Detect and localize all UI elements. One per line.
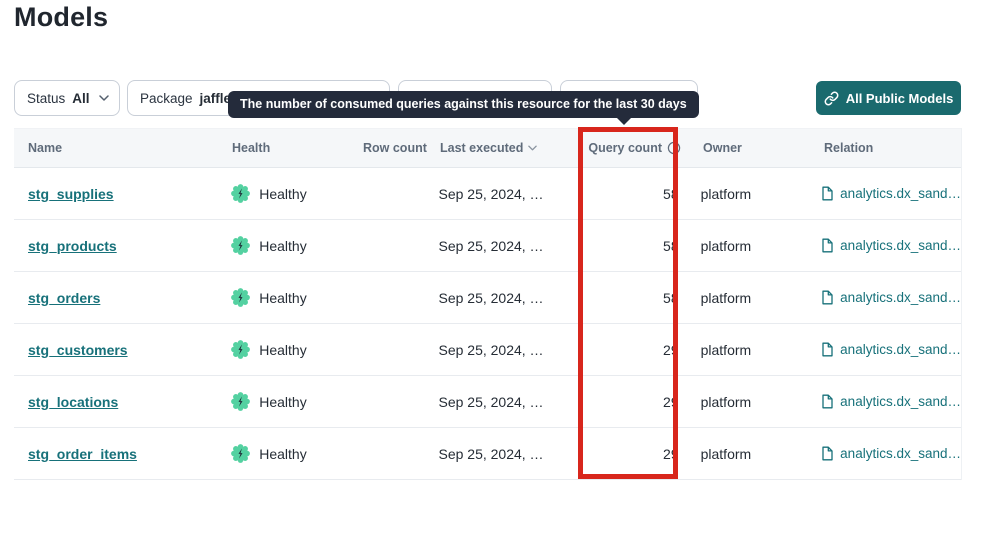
status-filter-label: Status	[27, 90, 66, 106]
relation-text: analytics.dx_sand…	[840, 394, 961, 409]
query-count-value: 58	[663, 185, 679, 202]
last-executed-value: Sep 25, 2024, …	[438, 393, 544, 410]
relation-text: analytics.dx_sand…	[840, 186, 961, 201]
tooltip-text: The number of consumed queries against t…	[240, 97, 687, 111]
last-executed-value: Sep 25, 2024, …	[438, 289, 544, 306]
query-count-value: 58	[663, 237, 679, 254]
relation-link[interactable]: analytics.dx_sand…	[821, 238, 961, 253]
model-link[interactable]: stg_order_items	[28, 445, 137, 462]
query-count-value: 29	[663, 445, 679, 462]
info-icon[interactable]	[667, 141, 681, 155]
relation-link[interactable]: analytics.dx_sand…	[821, 394, 961, 409]
owner-value: platform	[700, 289, 752, 306]
link-icon	[824, 91, 839, 106]
health-badge-icon	[231, 184, 251, 203]
models-table: Name Health Row count Last executed Quer…	[14, 128, 962, 480]
query-count-tooltip: The number of consumed queries against t…	[228, 91, 699, 125]
document-icon	[821, 342, 834, 357]
sort-chevron-down-icon	[528, 145, 538, 151]
document-icon	[821, 446, 834, 461]
model-link[interactable]: stg_orders	[28, 289, 101, 306]
health-badge-icon	[231, 288, 251, 307]
relation-text: analytics.dx_sand…	[840, 290, 961, 305]
table-header-row: Name Health Row count Last executed Quer…	[14, 128, 961, 168]
query-count-value: 29	[663, 341, 679, 358]
query-count-label: Query count	[588, 141, 662, 155]
document-icon	[821, 238, 834, 253]
document-icon	[821, 394, 834, 409]
last-executed-value: Sep 25, 2024, …	[438, 341, 544, 358]
last-executed-value: Sep 25, 2024, …	[438, 185, 544, 202]
owner-value: platform	[700, 237, 752, 254]
document-icon	[821, 290, 834, 305]
table-row: stg_order_items Healthy Sep 25, 2024, … …	[14, 428, 961, 480]
health-status: Healthy	[259, 237, 307, 254]
column-header-relation: Relation	[824, 141, 874, 155]
relation-text: analytics.dx_sand…	[840, 342, 961, 357]
relation-link[interactable]: analytics.dx_sand…	[821, 186, 961, 201]
health-status: Healthy	[259, 445, 307, 462]
health-status: Healthy	[259, 289, 307, 306]
relation-link[interactable]: analytics.dx_sand…	[821, 446, 961, 461]
chevron-down-icon	[98, 95, 109, 101]
relation-text: analytics.dx_sand…	[840, 238, 961, 253]
last-executed-label: Last executed	[440, 141, 524, 155]
relation-link[interactable]: analytics.dx_sand…	[821, 342, 961, 357]
health-status: Healthy	[259, 393, 307, 410]
table-row: stg_orders Healthy Sep 25, 2024, … 58 pl…	[14, 272, 961, 324]
owner-value: platform	[700, 445, 752, 462]
all-public-models-label: All Public Models	[845, 90, 954, 106]
model-link[interactable]: stg_customers	[28, 341, 128, 358]
column-header-health: Health	[232, 141, 271, 155]
health-badge-icon	[231, 392, 251, 411]
column-header-owner: Owner	[703, 141, 742, 155]
table-row: stg_supplies Healthy Sep 25, 2024, … 58 …	[14, 168, 961, 220]
owner-value: platform	[700, 393, 752, 410]
last-executed-value: Sep 25, 2024, …	[438, 237, 544, 254]
health-status: Healthy	[259, 185, 307, 202]
health-status: Healthy	[259, 341, 307, 358]
table-row: stg_locations Healthy Sep 25, 2024, … 29…	[14, 376, 961, 428]
health-badge-icon	[231, 236, 251, 255]
package-filter-label: Package	[140, 90, 193, 106]
column-header-query-count: Query count	[585, 141, 703, 155]
model-link[interactable]: stg_supplies	[28, 185, 114, 202]
owner-value: platform	[700, 185, 752, 202]
column-header-row-count: Row count	[363, 141, 427, 155]
status-filter[interactable]: Status All	[14, 80, 120, 116]
model-link[interactable]: stg_products	[28, 237, 117, 254]
query-count-value: 58	[663, 289, 679, 306]
owner-value: platform	[700, 341, 752, 358]
tooltip-caret	[616, 117, 632, 125]
status-filter-value: All	[72, 90, 90, 106]
table-row: stg_products Healthy Sep 25, 2024, … 58 …	[14, 220, 961, 272]
last-executed-value: Sep 25, 2024, …	[438, 445, 544, 462]
relation-text: analytics.dx_sand…	[840, 446, 961, 461]
column-header-last-executed[interactable]: Last executed	[440, 141, 585, 155]
health-badge-icon	[231, 444, 251, 463]
table-row: stg_customers Healthy Sep 25, 2024, … 29…	[14, 324, 961, 376]
document-icon	[821, 186, 834, 201]
column-header-name: Name	[28, 141, 63, 155]
relation-link[interactable]: analytics.dx_sand…	[821, 290, 961, 305]
health-badge-icon	[231, 340, 251, 359]
query-count-value: 29	[663, 393, 679, 410]
all-public-models-button[interactable]: All Public Models	[816, 81, 961, 115]
model-link[interactable]: stg_locations	[28, 393, 119, 410]
page-title: Models	[14, 2, 109, 32]
